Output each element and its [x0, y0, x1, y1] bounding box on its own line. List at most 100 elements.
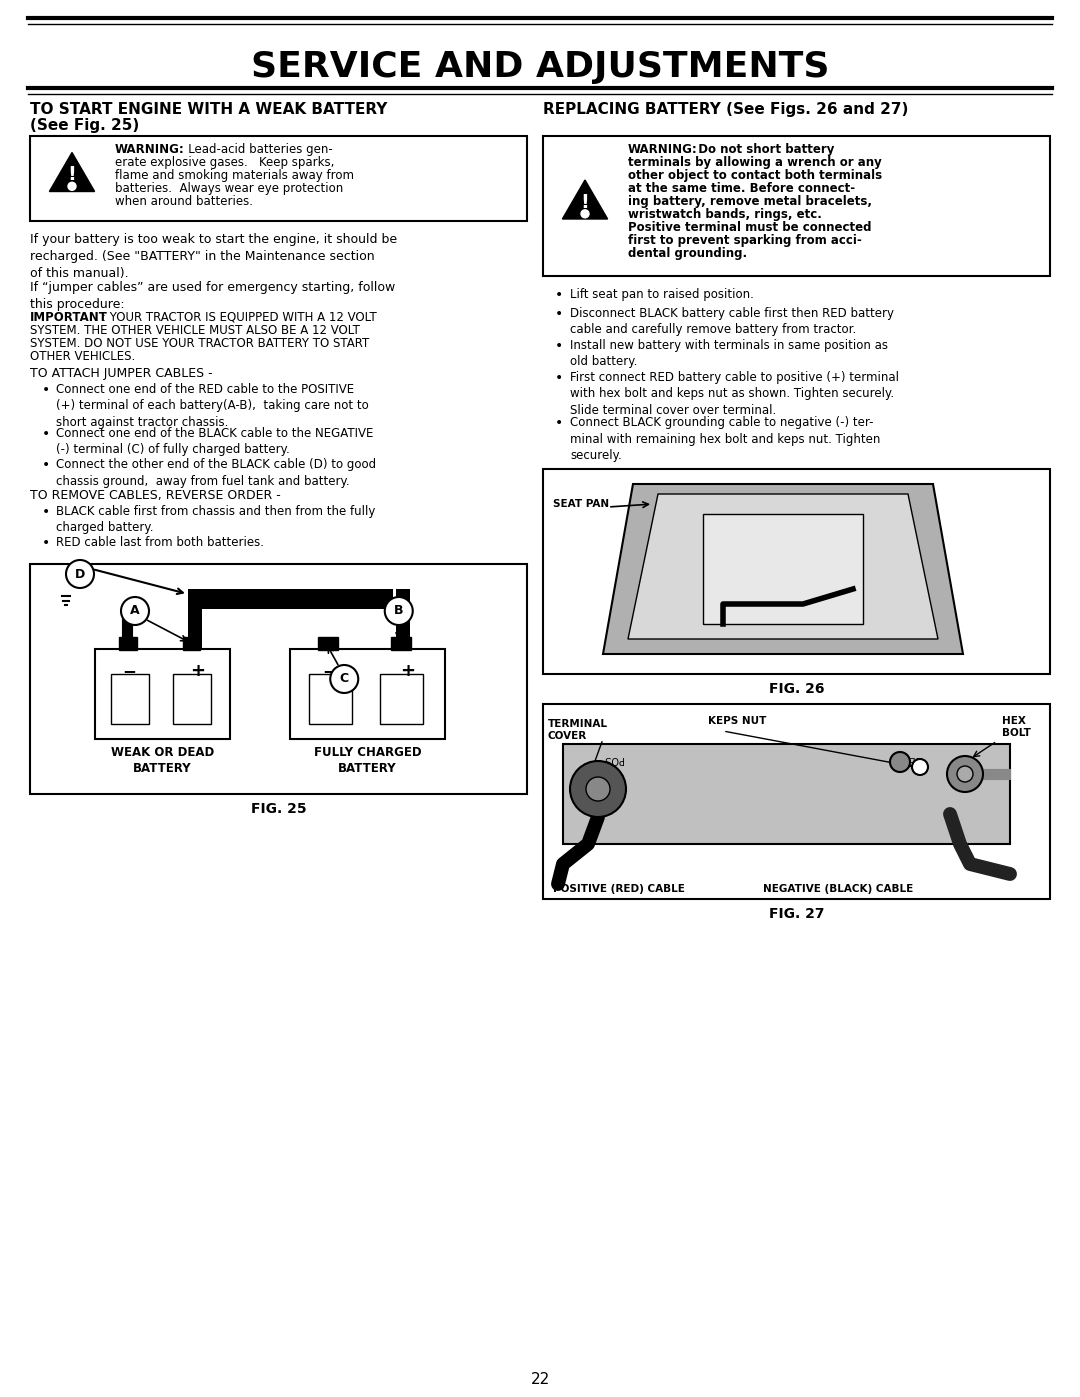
- Bar: [318, 637, 338, 650]
- Text: •: •: [42, 383, 51, 397]
- Text: Positive terminal must be connected: Positive terminal must be connected: [627, 221, 872, 235]
- Text: NEGATIVE (BLACK) CABLE: NEGATIVE (BLACK) CABLE: [762, 884, 914, 894]
- Circle shape: [384, 597, 413, 624]
- Text: +: +: [190, 662, 205, 680]
- Bar: [391, 637, 410, 650]
- Text: If your battery is too weak to start the engine, it should be
recharged. (See "B: If your battery is too weak to start the…: [30, 233, 397, 279]
- Text: •: •: [42, 458, 51, 472]
- Text: Do not short battery: Do not short battery: [690, 142, 835, 156]
- Text: First connect RED battery cable to positive (+) terminal
with hex bolt and keps : First connect RED battery cable to posit…: [570, 372, 899, 416]
- Text: FIG. 27: FIG. 27: [769, 907, 824, 921]
- Circle shape: [957, 766, 973, 782]
- Text: •: •: [42, 504, 51, 520]
- Polygon shape: [50, 152, 95, 191]
- Text: WARNING:: WARNING:: [627, 142, 698, 156]
- Polygon shape: [563, 180, 608, 219]
- Circle shape: [121, 597, 149, 624]
- Text: −: −: [122, 662, 136, 680]
- Text: FIG. 26: FIG. 26: [769, 682, 824, 696]
- Polygon shape: [603, 483, 963, 654]
- Circle shape: [586, 777, 610, 800]
- Text: •: •: [555, 372, 564, 386]
- Text: A: A: [131, 605, 139, 617]
- Circle shape: [570, 761, 626, 817]
- FancyBboxPatch shape: [543, 704, 1050, 900]
- Bar: [395, 590, 409, 650]
- Text: !: !: [68, 165, 77, 184]
- Text: terminals by allowing a wrench or any: terminals by allowing a wrench or any: [627, 156, 881, 169]
- Text: WARNING:: WARNING:: [114, 142, 185, 156]
- Bar: [119, 637, 137, 650]
- Text: Disconnect BLACK battery cable first then RED battery
cable and carefully remove: Disconnect BLACK battery cable first the…: [570, 307, 894, 337]
- Text: !: !: [581, 193, 590, 211]
- Text: OTHER VEHICLES.: OTHER VEHICLES.: [30, 351, 135, 363]
- FancyBboxPatch shape: [30, 564, 527, 793]
- Text: −: −: [322, 662, 336, 680]
- Text: WEAK OR DEAD
BATTERY: WEAK OR DEAD BATTERY: [111, 746, 214, 775]
- Text: •: •: [555, 307, 564, 321]
- Circle shape: [947, 756, 983, 792]
- Text: TO START ENGINE WITH A WEAK BATTERY: TO START ENGINE WITH A WEAK BATTERY: [30, 102, 388, 117]
- Bar: [309, 675, 352, 724]
- Text: other object to contact both terminals: other object to contact both terminals: [627, 169, 882, 182]
- Text: RED cable last from both batteries.: RED cable last from both batteries.: [56, 536, 264, 549]
- Circle shape: [66, 560, 94, 588]
- Text: TO ATTACH JUMPER CABLES -: TO ATTACH JUMPER CABLES -: [30, 367, 213, 380]
- Text: NEG: NEG: [900, 754, 920, 764]
- Text: : YOUR TRACTOR IS EQUIPPED WITH A 12 VOLT: : YOUR TRACTOR IS EQUIPPED WITH A 12 VOL…: [102, 312, 377, 324]
- Text: FIG. 25: FIG. 25: [251, 802, 307, 816]
- Text: SEAT PAN: SEAT PAN: [553, 499, 609, 509]
- Text: at the same time. Before connect-: at the same time. Before connect-: [627, 182, 855, 196]
- Text: POS: POS: [603, 754, 623, 764]
- Text: Connect one end of the BLACK cable to the NEGATIVE
(-) terminal (C) of fully cha: Connect one end of the BLACK cable to th…: [56, 427, 374, 457]
- Text: REPLACING BATTERY (See Figs. 26 and 27): REPLACING BATTERY (See Figs. 26 and 27): [543, 102, 908, 117]
- Circle shape: [912, 759, 928, 775]
- Text: IMPORTANT: IMPORTANT: [30, 312, 108, 324]
- Bar: [563, 745, 1010, 844]
- Text: KEPS NUT: KEPS NUT: [708, 717, 767, 726]
- Bar: [188, 590, 393, 609]
- Circle shape: [581, 210, 589, 218]
- Bar: [111, 675, 149, 724]
- Text: Lead-acid batteries gen-: Lead-acid batteries gen-: [177, 142, 333, 156]
- Text: •: •: [42, 536, 51, 550]
- Text: TERMINAL
COVER: TERMINAL COVER: [548, 719, 608, 742]
- Text: HEX
BOLT: HEX BOLT: [1002, 717, 1031, 739]
- Bar: [291, 650, 445, 739]
- Text: erate explosive gases.   Keep sparks,: erate explosive gases. Keep sparks,: [114, 156, 335, 169]
- Text: Connect BLACK grounding cable to negative (-) ter-
minal with remaining hex bolt: Connect BLACK grounding cable to negativ…: [570, 416, 880, 462]
- Text: FULLY CHARGED
BATTERY: FULLY CHARGED BATTERY: [313, 746, 421, 775]
- Circle shape: [890, 752, 910, 773]
- Text: Connect the other end of the BLACK cable (D) to good
chassis ground,  away from : Connect the other end of the BLACK cable…: [56, 458, 376, 488]
- Text: •: •: [42, 427, 51, 441]
- Text: (See Fig. 25): (See Fig. 25): [30, 117, 139, 133]
- Text: batteries.  Always wear eye protection: batteries. Always wear eye protection: [114, 182, 343, 196]
- Text: SYSTEM. DO NOT USE YOUR TRACTOR BATTERY TO START: SYSTEM. DO NOT USE YOUR TRACTOR BATTERY …: [30, 337, 369, 351]
- Text: BLACK cable first from chassis and then from the fully
charged battery.: BLACK cable first from chassis and then …: [56, 504, 376, 535]
- Bar: [95, 650, 230, 739]
- Text: •: •: [555, 416, 564, 430]
- Circle shape: [330, 665, 359, 693]
- Text: TO REMOVE CABLES, REVERSE ORDER -: TO REMOVE CABLES, REVERSE ORDER -: [30, 489, 281, 502]
- Text: Install new battery with terminals in same position as
old battery.: Install new battery with terminals in sa…: [570, 339, 888, 369]
- Text: •: •: [555, 339, 564, 353]
- Bar: [703, 514, 863, 624]
- Text: dental grounding.: dental grounding.: [627, 247, 747, 260]
- Text: +: +: [401, 662, 416, 680]
- Bar: [380, 675, 423, 724]
- Bar: [173, 675, 211, 724]
- Polygon shape: [627, 495, 939, 638]
- FancyBboxPatch shape: [543, 469, 1050, 673]
- Text: when around batteries.: when around batteries.: [114, 196, 253, 208]
- Text: SYSTEM. THE OTHER VEHICLE MUST ALSO BE A 12 VOLT: SYSTEM. THE OTHER VEHICLE MUST ALSO BE A…: [30, 324, 360, 337]
- Text: first to prevent sparking from acci-: first to prevent sparking from acci-: [627, 235, 862, 247]
- Bar: [183, 637, 200, 650]
- Text: Connect one end of the RED cable to the POSITIVE
(+) terminal of each battery(A-: Connect one end of the RED cable to the …: [56, 383, 368, 429]
- Text: SERVICE AND ADJUSTMENTS: SERVICE AND ADJUSTMENTS: [251, 50, 829, 84]
- FancyBboxPatch shape: [543, 136, 1050, 277]
- Text: ing battery, remove metal bracelets,: ing battery, remove metal bracelets,: [627, 196, 872, 208]
- FancyBboxPatch shape: [30, 136, 527, 221]
- Text: 22: 22: [530, 1372, 550, 1387]
- Text: flame and smoking materials away from: flame and smoking materials away from: [114, 169, 354, 182]
- Text: B: B: [394, 605, 404, 617]
